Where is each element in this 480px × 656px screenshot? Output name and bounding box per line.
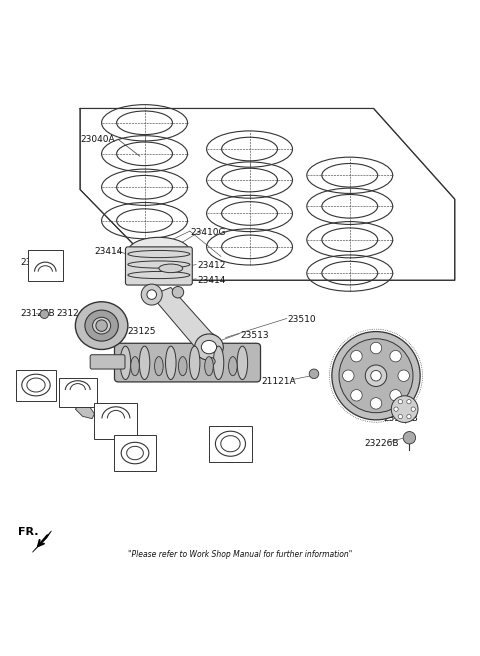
Ellipse shape bbox=[166, 346, 176, 380]
Text: 23060B: 23060B bbox=[21, 258, 55, 266]
Polygon shape bbox=[147, 287, 218, 350]
FancyBboxPatch shape bbox=[115, 343, 261, 382]
Text: 23127B: 23127B bbox=[21, 309, 55, 318]
Polygon shape bbox=[111, 430, 130, 443]
Ellipse shape bbox=[190, 346, 200, 380]
Polygon shape bbox=[80, 108, 455, 280]
Text: "Please refer to Work Shop Manual for further information": "Please refer to Work Shop Manual for fu… bbox=[128, 550, 352, 559]
Ellipse shape bbox=[228, 357, 237, 376]
Text: 21020D: 21020D bbox=[16, 377, 51, 386]
Ellipse shape bbox=[332, 331, 420, 420]
Text: 23414: 23414 bbox=[95, 247, 123, 256]
Bar bbox=[95, 403, 137, 439]
Ellipse shape bbox=[204, 357, 213, 376]
Polygon shape bbox=[33, 531, 51, 552]
Text: 23040A: 23040A bbox=[80, 135, 115, 144]
Ellipse shape bbox=[339, 338, 413, 413]
Text: 23510: 23510 bbox=[288, 315, 316, 324]
Text: 23200A: 23200A bbox=[345, 379, 380, 388]
Circle shape bbox=[40, 310, 48, 318]
Ellipse shape bbox=[159, 264, 183, 273]
Circle shape bbox=[391, 396, 418, 422]
Text: 23412: 23412 bbox=[197, 262, 226, 270]
Ellipse shape bbox=[120, 346, 131, 380]
Text: 21020D: 21020D bbox=[59, 383, 94, 392]
Circle shape bbox=[398, 415, 403, 419]
Text: 21020D: 21020D bbox=[97, 409, 132, 419]
Ellipse shape bbox=[179, 357, 187, 376]
Circle shape bbox=[351, 350, 362, 362]
Text: 23311B: 23311B bbox=[383, 414, 418, 423]
Ellipse shape bbox=[371, 371, 381, 381]
Ellipse shape bbox=[237, 346, 248, 380]
Ellipse shape bbox=[365, 365, 387, 386]
Circle shape bbox=[403, 432, 416, 444]
Bar bbox=[28, 250, 63, 281]
Text: 23414: 23414 bbox=[197, 276, 226, 285]
Circle shape bbox=[411, 407, 415, 411]
Bar bbox=[209, 426, 252, 462]
Circle shape bbox=[172, 287, 184, 298]
Circle shape bbox=[407, 415, 411, 419]
Ellipse shape bbox=[85, 310, 118, 341]
Ellipse shape bbox=[195, 334, 223, 360]
Ellipse shape bbox=[139, 346, 150, 380]
Ellipse shape bbox=[155, 357, 163, 376]
Text: 23124B: 23124B bbox=[56, 309, 91, 318]
Text: 23125: 23125 bbox=[128, 327, 156, 337]
Bar bbox=[59, 378, 97, 407]
Circle shape bbox=[96, 320, 108, 331]
FancyBboxPatch shape bbox=[90, 355, 125, 369]
Text: 23111: 23111 bbox=[206, 356, 235, 365]
Circle shape bbox=[370, 398, 382, 409]
Ellipse shape bbox=[75, 302, 128, 350]
Circle shape bbox=[398, 370, 409, 381]
Circle shape bbox=[343, 370, 354, 381]
Circle shape bbox=[147, 290, 156, 299]
FancyBboxPatch shape bbox=[125, 247, 192, 285]
Circle shape bbox=[394, 407, 398, 411]
Circle shape bbox=[407, 400, 411, 404]
Circle shape bbox=[390, 390, 401, 401]
Circle shape bbox=[207, 358, 215, 365]
Circle shape bbox=[141, 284, 162, 305]
Circle shape bbox=[309, 369, 319, 379]
Text: 21121A: 21121A bbox=[262, 377, 296, 386]
Polygon shape bbox=[75, 404, 95, 419]
Circle shape bbox=[370, 342, 382, 354]
Circle shape bbox=[390, 350, 401, 362]
Ellipse shape bbox=[131, 357, 139, 376]
Text: 23226B: 23226B bbox=[364, 439, 398, 448]
Text: 21020D: 21020D bbox=[211, 433, 247, 442]
Bar bbox=[16, 369, 56, 401]
Ellipse shape bbox=[128, 237, 190, 266]
Ellipse shape bbox=[201, 340, 216, 354]
Bar bbox=[114, 436, 156, 471]
Circle shape bbox=[398, 400, 403, 404]
Text: 23410G: 23410G bbox=[190, 228, 226, 237]
Text: 21030C: 21030C bbox=[118, 458, 153, 467]
Circle shape bbox=[351, 390, 362, 401]
Ellipse shape bbox=[93, 318, 111, 334]
Ellipse shape bbox=[213, 346, 224, 380]
Text: FR.: FR. bbox=[18, 527, 38, 537]
Text: 23513: 23513 bbox=[240, 331, 269, 340]
